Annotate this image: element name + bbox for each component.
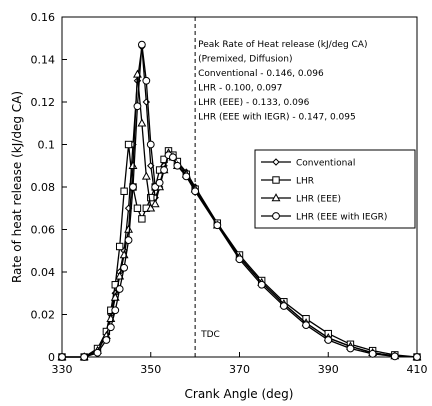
series-circle xyxy=(58,40,421,361)
annotation-line: LHR - 0.100, 0.097 xyxy=(198,84,282,94)
data-point xyxy=(346,344,355,353)
y-tick-label: 0.12 xyxy=(31,96,56,109)
annotation-line: LHR (EEE with IEGR) - 0.147, 0.095 xyxy=(198,113,356,123)
x-axis: 330 350 370 390 410 xyxy=(52,352,428,376)
y-tick-label: 0.02 xyxy=(31,309,56,322)
x-tick-label: 410 xyxy=(407,363,428,376)
data-point xyxy=(106,323,115,332)
data-point xyxy=(124,140,133,149)
y-tick-label: 0.16 xyxy=(31,11,56,24)
data-point xyxy=(124,236,133,245)
x-tick-label: 390 xyxy=(318,363,339,376)
x-tick-label: 330 xyxy=(52,363,73,376)
legend-marker xyxy=(271,193,281,202)
data-point xyxy=(169,153,177,162)
data-point xyxy=(102,336,111,344)
data-point xyxy=(147,193,155,202)
data-point xyxy=(182,172,191,181)
legend-entry: LHR (EEE) xyxy=(261,193,341,205)
legend-label: LHR (EEE) xyxy=(296,195,341,205)
legend-box xyxy=(254,149,416,229)
data-point xyxy=(324,336,333,344)
data-point xyxy=(115,285,124,293)
data-point xyxy=(133,204,142,212)
tdc-label: TDC xyxy=(200,330,220,340)
x-tick-label: 350 xyxy=(140,363,161,376)
y-tick-label: 0 xyxy=(48,351,55,364)
data-point xyxy=(93,348,102,357)
data-point xyxy=(141,171,151,180)
legend-entry: Conventional xyxy=(261,158,355,169)
data-point xyxy=(58,353,66,361)
x-tick-label: 370 xyxy=(229,363,250,376)
data-point xyxy=(138,215,146,223)
data-point xyxy=(137,40,146,49)
legend-marker xyxy=(272,176,280,184)
data-point xyxy=(120,263,129,272)
data-point xyxy=(235,255,244,264)
legend-label: LHR (EEE with IEGR) xyxy=(296,213,387,223)
data-point xyxy=(302,321,310,330)
data-point xyxy=(390,352,399,361)
data-point xyxy=(115,242,124,251)
y-axis: 0 0.02 0.04 0.06 0.08 0.1 0.12 0.14 0.16 xyxy=(31,11,67,364)
data-point xyxy=(142,76,151,85)
legend-marker xyxy=(272,212,280,220)
y-tick-label: 0.1 xyxy=(38,139,56,152)
data-point xyxy=(137,118,147,127)
annotation-line: Conventional - 0.146, 0.096 xyxy=(198,69,324,79)
y-tick-label: 0.14 xyxy=(31,54,56,67)
annotation-line: LHR (EEE) - 0.133, 0.096 xyxy=(198,98,309,108)
data-point xyxy=(191,187,200,196)
y-tick-label: 0.08 xyxy=(31,181,56,194)
data-point xyxy=(150,199,160,208)
data-point xyxy=(213,221,222,230)
data-point xyxy=(129,183,137,191)
data-point xyxy=(80,353,89,361)
data-point xyxy=(146,203,156,212)
data-point xyxy=(368,349,377,358)
data-point xyxy=(146,140,155,149)
data-point xyxy=(279,302,288,310)
data-point xyxy=(133,102,142,111)
peak-annotation: Peak Rate of Heat release (kJ/deg CA) (Pr… xyxy=(198,40,367,123)
series-layer xyxy=(57,40,422,361)
data-point xyxy=(173,161,182,170)
legend-entry: LHR xyxy=(261,176,314,187)
legend-label: Conventional xyxy=(296,159,355,169)
y-tick-label: 0.04 xyxy=(31,266,56,279)
data-point xyxy=(111,306,120,315)
data-point xyxy=(160,166,168,174)
legend-marker xyxy=(272,158,280,166)
legend: Conventional LHR LHR (EEE) LHR (EEE with IE… xyxy=(254,149,416,229)
data-point xyxy=(120,187,128,195)
data-point xyxy=(413,353,421,361)
legend-entry: LHR (EEE with IEGR) xyxy=(261,212,387,223)
y-tick-label: 0.06 xyxy=(31,224,56,237)
annotation-line: (Premixed, Diffusion) xyxy=(198,55,292,65)
x-axis-title: Crank Angle (deg) xyxy=(185,387,294,401)
data-point xyxy=(155,178,164,187)
y-axis-title: Rate of heat release (kJ/deg CA) xyxy=(10,91,24,283)
legend-label: LHR xyxy=(296,177,314,187)
annotation-line: Peak Rate of Heat release (kJ/deg CA) xyxy=(198,40,367,50)
data-point xyxy=(257,280,266,289)
data-point xyxy=(124,224,134,233)
series-line xyxy=(62,74,418,358)
